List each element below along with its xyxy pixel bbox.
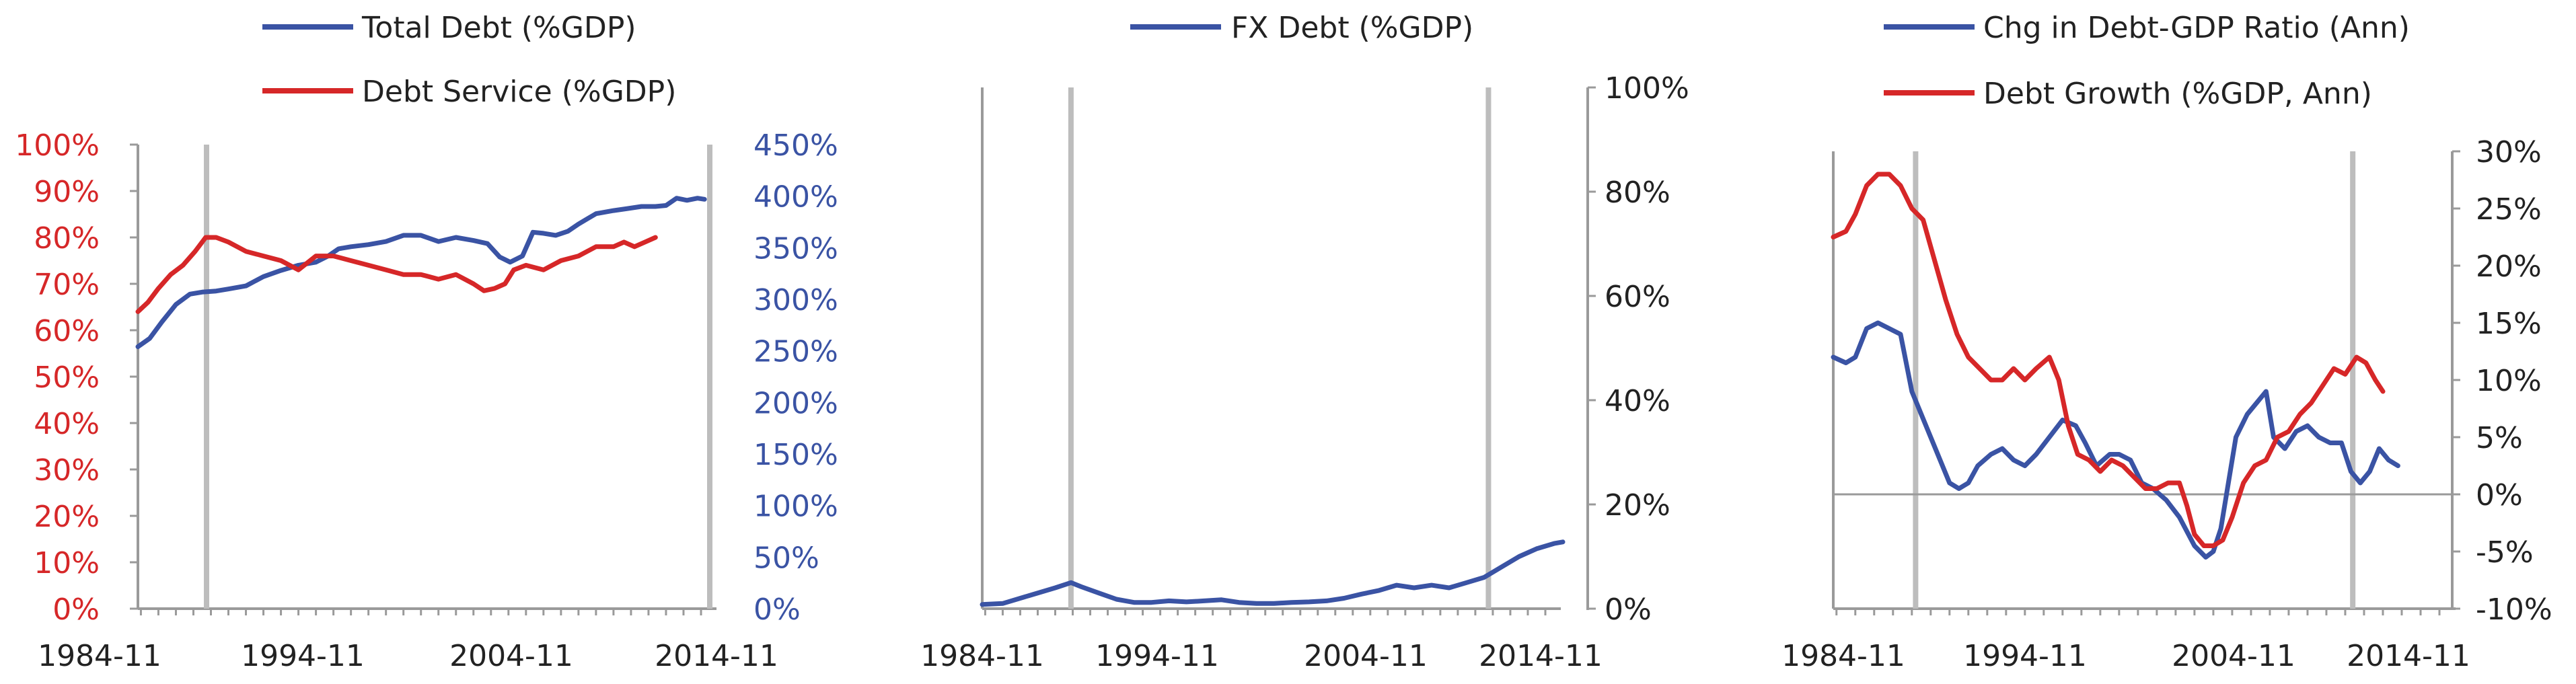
right-axis-tick-label: 60%: [1605, 280, 1670, 314]
right-axis-tick-label: 450%: [753, 128, 838, 163]
x-tick-label: 1984-11: [1781, 639, 1905, 673]
x-tick-label: 2014-11: [1479, 639, 1603, 673]
left-axis-tick-label: 90%: [34, 175, 100, 209]
right-axis-tick-label: 10%: [2476, 364, 2542, 398]
x-tick-label: 1994-11: [1095, 639, 1219, 673]
right-axis-tick-label: 20%: [2476, 250, 2542, 284]
legend-label: Total Debt (%GDP): [361, 11, 636, 45]
left-axis-tick-label: 10%: [34, 546, 100, 580]
series-line-2: [1831, 172, 2386, 548]
x-tick-label: 1984-11: [38, 639, 161, 673]
x-tick-label: 1994-11: [1963, 639, 2087, 673]
right-axis-tick-label: 100%: [753, 490, 838, 524]
right-axis-tick-label: 0%: [753, 593, 801, 627]
right-axis-tick-label: 30%: [2476, 135, 2542, 169]
panel-fx-debt: 1984-11 1994-11 2004-11 2014-110% 20% 40% 60% 8…: [920, 11, 1689, 673]
right-axis-tick-label: 400%: [753, 180, 838, 215]
x-tick-label: 2004-11: [1304, 639, 1428, 673]
legend-label: Debt Service (%GDP): [362, 75, 676, 109]
left-axis-tick-label: 0%: [52, 593, 100, 627]
right-axis-tick-label: 15%: [2476, 307, 2542, 341]
right-axis-tick-label: -5%: [2476, 535, 2534, 570]
right-axis-tick-label: 0%: [2476, 478, 2523, 512]
left-axis-tick-label: 80%: [34, 221, 100, 256]
right-axis-tick-label: 300%: [753, 283, 838, 317]
x-tick-label: 2014-11: [2347, 639, 2470, 673]
left-axis-tick-label: 70%: [34, 268, 100, 302]
left-axis-tick-label: 40%: [34, 407, 100, 441]
series-line-1: [980, 539, 1566, 607]
right-axis-tick-label: 150%: [753, 438, 838, 472]
right-axis-tick-label: 350%: [753, 231, 838, 266]
x-tick-label: 2014-11: [655, 639, 778, 673]
legend-label: Debt Growth (%GDP, Ann): [1983, 77, 2372, 111]
right-axis-tick-label: 25%: [2476, 192, 2542, 227]
left-axis-tick-label: 50%: [34, 360, 100, 395]
x-tick-label: 1984-11: [920, 639, 1044, 673]
right-axis-tick-label: 0%: [1605, 593, 1652, 627]
left-axis-tick-label: 100%: [15, 128, 100, 163]
right-axis-tick-label: 20%: [1605, 488, 1670, 523]
right-axis-tick-label: 80%: [1605, 176, 1670, 210]
right-axis-tick-label: 50%: [753, 541, 819, 575]
x-tick-label: 2004-11: [2172, 639, 2295, 673]
x-tick-label: 1994-11: [241, 639, 365, 673]
legend-label: FX Debt (%GDP): [1231, 11, 1473, 45]
panel-total-debt: 1984-11 1994-11 2004-11 2014-11 0% 10% 20% 30% 4…: [15, 11, 838, 673]
series-line-2: [135, 235, 658, 314]
right-axis-tick-label: 200%: [753, 386, 838, 420]
right-axis-tick-label: 100%: [1605, 71, 1689, 106]
panel-debt-change: 1984-11 1994-11 2004-11 2014-11-10% -5% 0% 5% 1…: [1781, 11, 2552, 673]
left-axis-tick-label: 30%: [34, 453, 100, 488]
right-axis-tick-label: 250%: [753, 335, 838, 369]
right-axis-tick-label: 40%: [1605, 384, 1670, 418]
series-line-1: [135, 196, 707, 349]
left-axis-tick-label: 60%: [34, 314, 100, 348]
right-axis-tick-label: 5%: [2476, 421, 2523, 455]
series-line-1: [1831, 320, 2400, 560]
left-axis-tick-label: 20%: [34, 500, 100, 534]
legend-label: Chg in Debt-GDP Ratio (Ann): [1983, 11, 2410, 45]
right-axis-tick-label: -10%: [2476, 593, 2552, 627]
x-tick-label: 2004-11: [449, 639, 573, 673]
